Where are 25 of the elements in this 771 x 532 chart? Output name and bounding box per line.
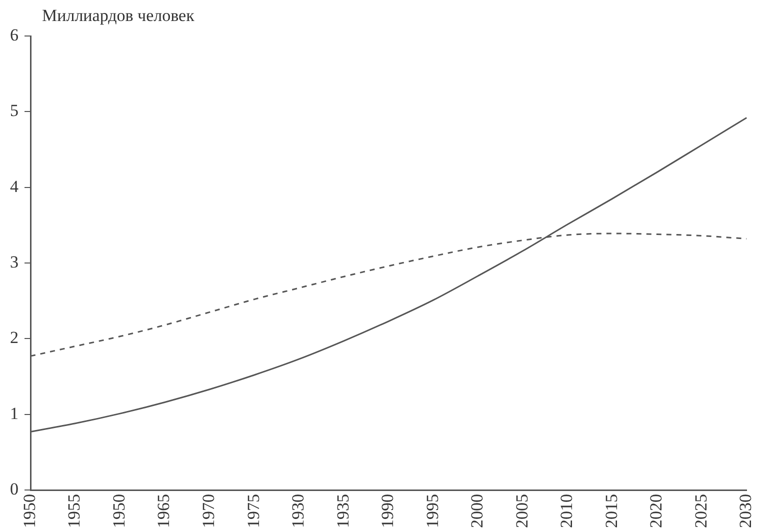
x-tick-label: 2020: [646, 494, 666, 528]
x-tick-label: 1935: [333, 494, 352, 528]
x-tick-label: 2005: [512, 494, 532, 528]
x-tick-label: 2010: [557, 494, 576, 528]
x-tick-label: 2025: [691, 494, 710, 528]
x-tick-label: 1930: [288, 494, 308, 528]
x-tick-label: 2015: [602, 494, 621, 528]
x-tick-label: 1950: [109, 494, 128, 528]
x-tick-label: 1950: [20, 494, 39, 528]
y-tick-label: 0: [10, 479, 18, 498]
x-tick-label: 1995: [422, 494, 442, 528]
y-tick-label: 4: [10, 176, 19, 196]
x-tick-label: 1955: [64, 494, 84, 528]
x-tick-label: 2000: [468, 494, 487, 528]
x-tick-label: 1965: [154, 494, 174, 528]
x-tick-label: 1990: [378, 494, 398, 528]
y-tick-label: 6: [10, 25, 18, 44]
y-tick-label: 1: [10, 404, 18, 423]
y-tick-label: 3: [10, 252, 18, 272]
y-tick-label: 5: [10, 101, 18, 120]
y-tick-label: 2: [10, 328, 18, 348]
x-tick-label: 1970: [198, 494, 218, 528]
x-tick-label: 2030: [736, 494, 756, 528]
y-axis-title: Миллиардов человек: [42, 6, 194, 26]
x-tick-label: 1975: [244, 494, 263, 528]
